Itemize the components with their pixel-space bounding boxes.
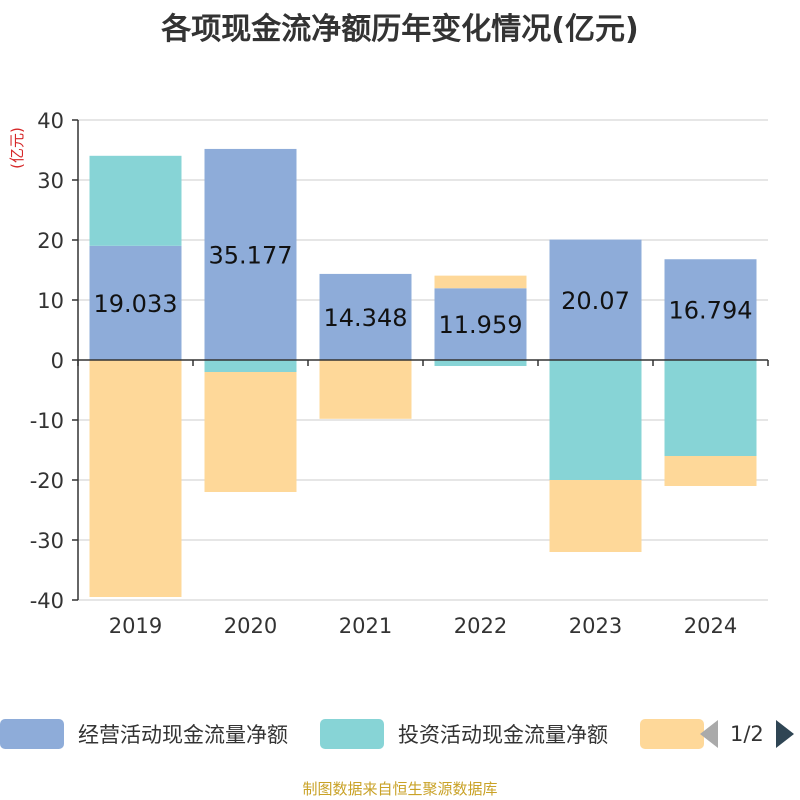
bar-series1-2024 xyxy=(664,360,757,456)
bar-series1-2020 xyxy=(204,360,297,372)
data-label: 11.959 xyxy=(439,311,523,339)
bar-series0-2021 xyxy=(319,273,412,360)
x-tick-label: 2024 xyxy=(684,614,737,638)
legend-swatch-investing xyxy=(320,719,384,749)
legend-item-financing[interactable] xyxy=(640,716,704,752)
bar-series0-2022 xyxy=(434,288,527,360)
legend-item-investing[interactable]: 投资活动现金流量净额 xyxy=(320,716,608,752)
bar-series2-2020 xyxy=(204,372,297,492)
y-tick-label: -40 xyxy=(30,589,64,613)
legend-page-indicator: 1/2 xyxy=(730,722,764,746)
data-label: 16.794 xyxy=(669,297,753,325)
y-tick-label: 20 xyxy=(37,229,64,253)
legend-swatch-operating xyxy=(0,719,64,749)
data-label: 14.348 xyxy=(324,304,408,332)
data-label: 19.033 xyxy=(94,290,178,318)
y-tick-label: 10 xyxy=(37,289,64,313)
bar-series2-2019 xyxy=(89,360,182,597)
data-source-note: 制图数据来自恒生聚源数据库 xyxy=(302,780,498,798)
x-tick-label: 2020 xyxy=(224,614,277,638)
x-tick-label: 2019 xyxy=(109,614,162,638)
x-tick-label: 2022 xyxy=(454,614,507,638)
bar-series2-2024 xyxy=(664,456,757,486)
bar-series0-2019 xyxy=(89,245,182,360)
legend-prev-icon[interactable] xyxy=(700,720,718,748)
y-tick-label: -30 xyxy=(30,529,64,553)
y-tick-label: -10 xyxy=(30,409,64,433)
legend: 经营活动现金流量净额 投资活动现金流量净额 1/2 xyxy=(0,716,800,756)
bar-series1-2023 xyxy=(549,360,642,480)
stacked-bar-chart: 40 30 20 10 0 -10 -20 -30 -40 (亿元) 2019 2020 2021 202… xyxy=(8,109,769,638)
y-tick-label: 0 xyxy=(51,349,64,373)
data-label: 20.07 xyxy=(561,287,630,315)
data-label: 35.177 xyxy=(209,241,293,269)
bar-series2-2023 xyxy=(549,480,642,552)
legend-item-operating[interactable]: 经营活动现金流量净额 xyxy=(0,716,288,752)
bar-series2-2021 xyxy=(319,360,412,419)
bar-series2-2022 xyxy=(434,275,527,289)
bar-series0-2023 xyxy=(549,239,642,360)
legend-pager: 1/2 xyxy=(700,716,794,752)
legend-label-investing: 投资活动现金流量净额 xyxy=(398,723,608,747)
legend-next-icon[interactable] xyxy=(775,720,794,748)
bar-series0-2020 xyxy=(204,148,297,360)
x-tick-label: 2023 xyxy=(569,614,622,638)
y-tick-label: 40 xyxy=(37,109,64,133)
bar-series1-2022 xyxy=(434,360,527,366)
y-axis-title: (亿元) xyxy=(8,127,26,169)
legend-label-operating: 经营活动现金流量净额 xyxy=(78,723,288,747)
legend-swatch-financing xyxy=(640,719,704,749)
bar-series0-2024 xyxy=(664,259,757,360)
x-tick-label: 2021 xyxy=(339,614,392,638)
y-tick-label: -20 xyxy=(30,469,64,493)
chart-title: 各项现金流净额历年变化情况(亿元) xyxy=(161,12,639,47)
bar-series1-2019 xyxy=(89,155,182,246)
y-tick-label: 30 xyxy=(37,169,64,193)
